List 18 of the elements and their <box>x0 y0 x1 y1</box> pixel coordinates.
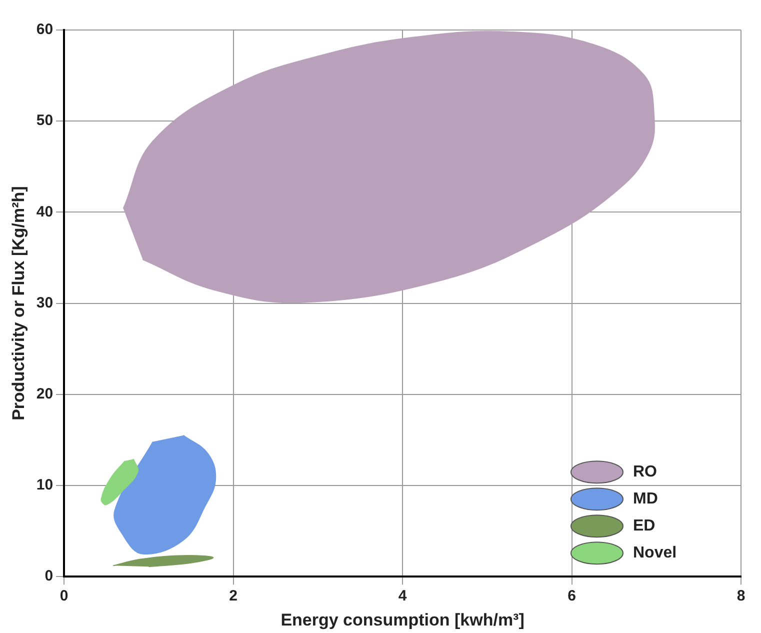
legend-label: RO <box>633 464 657 481</box>
y-tick-label: 30 <box>36 294 54 312</box>
legend-label: MD <box>633 490 658 508</box>
x-tick-label: 6 <box>568 588 576 605</box>
y-tick-label: 0 <box>44 568 54 585</box>
x-tick-label: 0 <box>60 588 68 605</box>
y-tick-label: 40 <box>36 203 54 220</box>
y-tick-label: 10 <box>36 476 54 494</box>
x-tick-label: 4 <box>398 588 408 605</box>
y-tick-label: 60 <box>36 21 54 38</box>
y-tick-label: 20 <box>36 386 54 403</box>
legend-label: ED <box>633 518 656 535</box>
x-tick-label: 2 <box>229 588 238 605</box>
y-tick-label: 50 <box>36 112 54 130</box>
legend-label: Novel <box>633 544 677 562</box>
x-tick-label: 8 <box>736 588 746 605</box>
y-axis-title: Productivity or Flux [Kg/m²h] <box>8 186 28 420</box>
x-axis-title: Energy consumption [kwh/m³] <box>280 610 524 630</box>
